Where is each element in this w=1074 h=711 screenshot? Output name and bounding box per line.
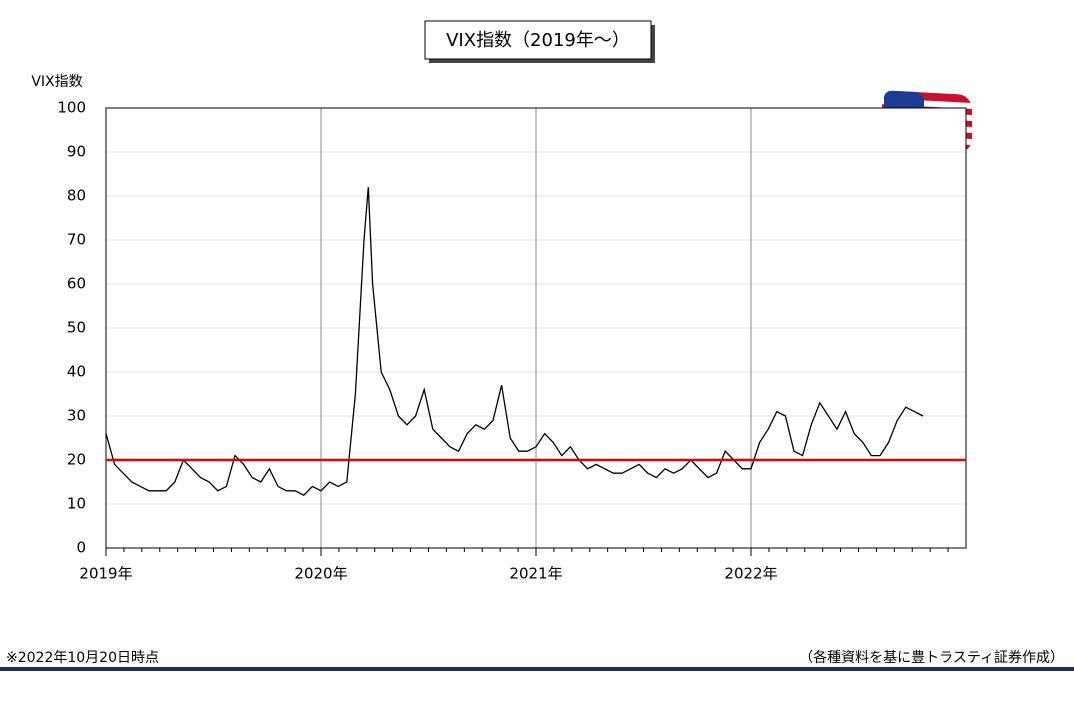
y-tick-label: 10	[67, 495, 86, 513]
x-tick-label: 2020年	[294, 565, 347, 583]
y-tick-label: 40	[67, 363, 86, 381]
y-tick-label: 80	[67, 187, 86, 205]
x-tick-label: 2022年	[724, 565, 777, 583]
y-tick-label: 70	[67, 231, 86, 249]
plot-border	[105, 107, 967, 549]
y-tick-label: 60	[67, 275, 86, 293]
y-tick-label: 90	[67, 143, 86, 161]
series-line	[105, 187, 924, 496]
y-axis-label: VIX指数	[31, 74, 82, 90]
note: ※2022年10月20日時点	[6, 650, 159, 666]
y-tick-label: 100	[57, 99, 86, 117]
source: （各種資料を基に豊トラスティ証券作成）	[799, 649, 1064, 666]
title-box	[424, 20, 652, 60]
chart-title: VIX指数（2019年～）	[446, 30, 630, 51]
x-tick-label: 2021年	[509, 565, 562, 583]
y-tick-label: 20	[67, 451, 86, 469]
y-tick-label: 30	[67, 407, 86, 425]
y-tick-label: 50	[67, 319, 86, 337]
y-tick-label: 0	[76, 539, 86, 557]
footer-bar	[0, 667, 1074, 671]
x-tick-label: 2019年	[79, 565, 132, 583]
